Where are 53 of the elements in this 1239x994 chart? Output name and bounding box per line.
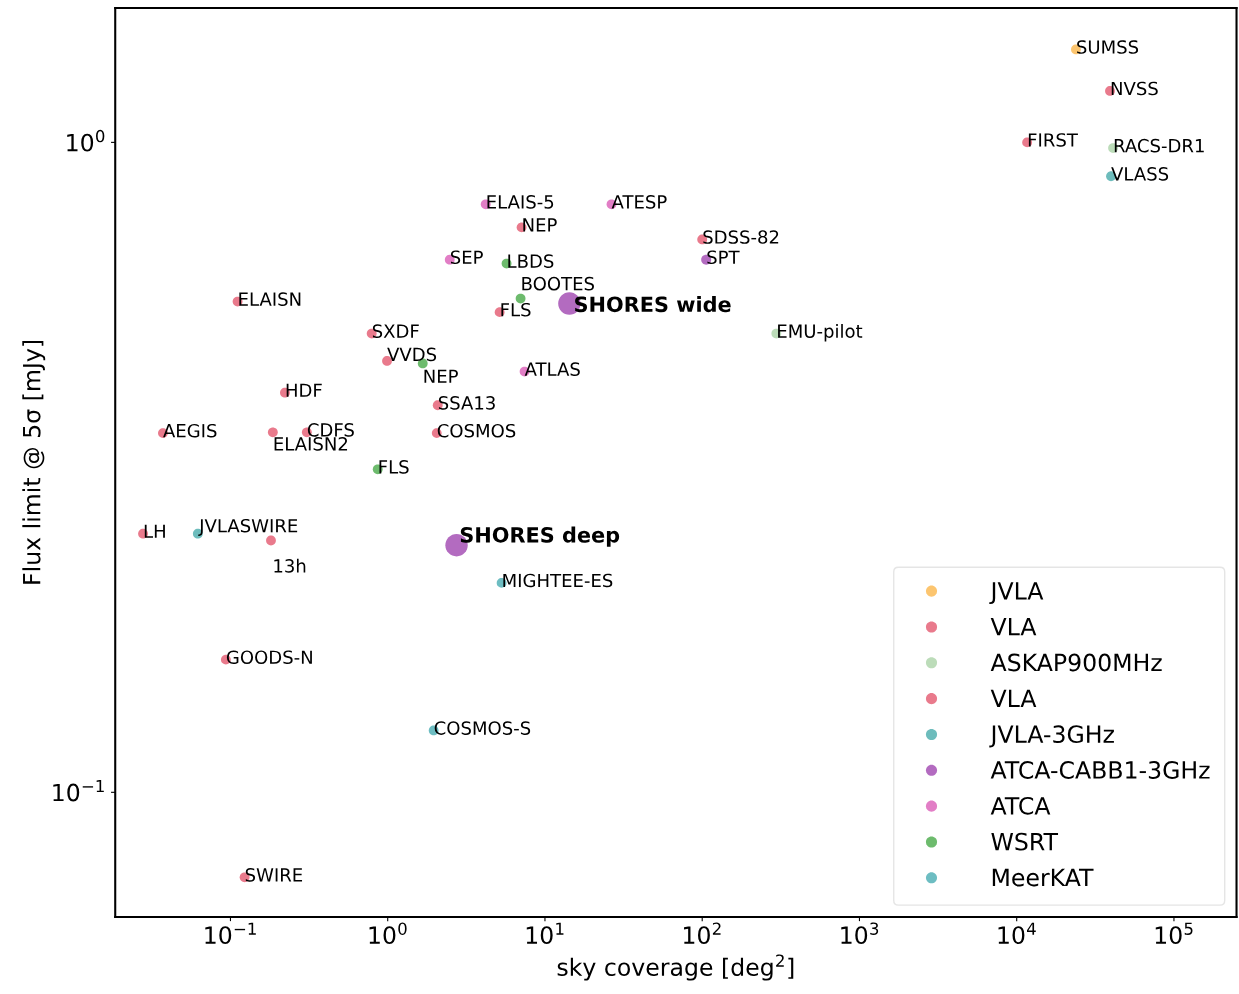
annotation: ATLAS [524,362,580,376]
annotation: SSA13 [438,396,495,410]
annotation: ATESP [611,195,667,209]
annotation: NEP [424,369,458,383]
annotation: FLS [379,460,409,474]
annotation: ELAISN [239,292,301,306]
annotation: RACS-DR1 [1114,138,1204,153]
annotation: FIRST [1028,133,1078,147]
x-tick-label: 10$^{−1}$ [205,922,256,945]
annotation: SXDF [372,324,419,338]
annotation: CDFS [307,423,354,437]
x-tick-label: 10$^{2}$ [684,922,721,945]
x-tick-label: 10$^{3}$ [841,922,879,945]
annotation: COSMOS-S [434,721,531,735]
annotation: VLASS [1111,166,1169,181]
annotation: SWIRE [245,868,303,882]
legend-label: JVLA-3GHz [989,725,1114,748]
y-axis-title: Flux limit @ 5σ [mJy] [22,340,46,584]
annotation: BOOTES [522,276,594,291]
x-tick-label: 10$^{5}$ [1155,922,1193,945]
legend-label: MeerKAT [992,868,1094,887]
x-tick-label: 10$^{4}$ [998,922,1036,945]
annotation: ELAIS-5 [487,195,554,209]
x-tick-label: 10$^{1}$ [526,922,564,945]
legend-label: WSRT [991,832,1059,851]
annotation: SUMSS [1077,40,1139,54]
x-axis-title: sky coverage [deg$^{2}$] [557,954,794,981]
annotation: NEP [523,218,557,232]
x-tick-label: 10$^{0}$ [369,922,407,945]
annotation: SDSS-82 [703,230,779,244]
annotation: ELAISN2 [274,436,348,451]
annotation: FLS [501,302,531,317]
annotation: LBDS [508,254,554,268]
annotation: COSMOS [437,423,516,438]
annotation: 13h [274,558,306,573]
annotation: SHORES deep [460,526,620,547]
annotation: SEP [450,250,483,265]
annotation: MIGHTEE-ES [503,573,613,588]
annotation: NVSS [1111,81,1158,96]
annotation: LH [144,524,165,538]
annotation: GOODS-N [226,650,312,665]
legend-label: VLA [990,618,1037,636]
annotation: VVDS [387,347,437,362]
legend-label: JVLA [989,582,1044,605]
annotation: JVLASWIRE [198,518,298,536]
annotation: HDF [286,383,322,397]
legend-label: ASKAP900MHz [990,653,1162,672]
legend-label: ATCA [990,796,1051,815]
annotation: AEGIS [163,423,217,438]
annotation: SPT [707,250,740,265]
legend-label: VLA [990,689,1037,707]
annotation: EMU-pilot [778,323,863,342]
legend-label: ATCA-CABB1-3GHz [990,761,1210,779]
